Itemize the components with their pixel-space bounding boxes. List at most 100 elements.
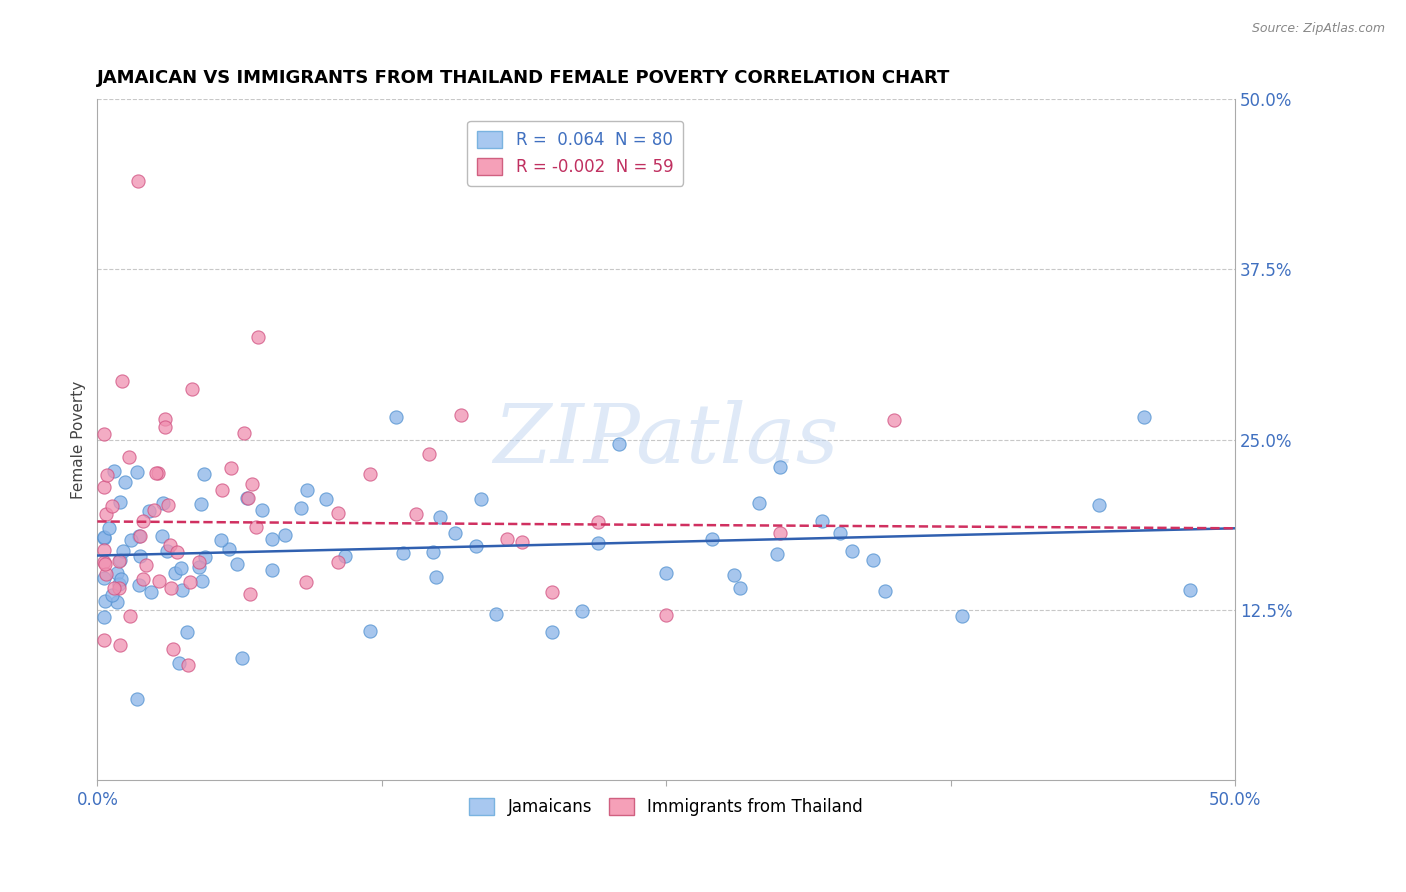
Point	[226, 557, 249, 571]
Point	[150, 529, 173, 543]
Point	[512, 535, 534, 549]
Point	[187, 555, 209, 569]
Point	[748, 496, 770, 510]
Point	[233, 425, 256, 440]
Point	[94, 593, 117, 607]
Point	[93, 557, 115, 571]
Point	[148, 574, 170, 588]
Point	[274, 528, 297, 542]
Point	[359, 467, 381, 481]
Point	[655, 608, 678, 623]
Point	[107, 577, 129, 591]
Point	[177, 657, 200, 672]
Point	[385, 409, 408, 424]
Point	[103, 581, 125, 595]
Legend: Jamaicans, Immigrants from Thailand: Jamaicans, Immigrants from Thailand	[463, 791, 870, 823]
Point	[723, 568, 745, 582]
Point	[315, 492, 337, 507]
Point	[769, 460, 792, 475]
Point	[245, 520, 267, 534]
Point	[160, 581, 183, 595]
Point	[392, 546, 415, 560]
Point	[422, 544, 444, 558]
Point	[93, 555, 115, 569]
Point	[586, 516, 609, 530]
Point	[811, 514, 834, 528]
Point	[165, 566, 187, 580]
Point	[105, 595, 128, 609]
Text: Source: ZipAtlas.com: Source: ZipAtlas.com	[1251, 22, 1385, 36]
Point	[108, 581, 131, 595]
Point	[139, 585, 162, 599]
Text: JAMAICAN VS IMMIGRANTS FROM THAILAND FEMALE POVERTY CORRELATION CHART: JAMAICAN VS IMMIGRANTS FROM THAILAND FEM…	[97, 69, 950, 87]
Point	[93, 480, 115, 494]
Point	[111, 544, 134, 558]
Point	[138, 504, 160, 518]
Point	[135, 558, 157, 572]
Point	[260, 533, 283, 547]
Point	[170, 561, 193, 575]
Point	[93, 532, 115, 546]
Point	[359, 624, 381, 639]
Point	[120, 533, 142, 547]
Point	[1133, 410, 1156, 425]
Point	[700, 533, 723, 547]
Text: ZIPatlas: ZIPatlas	[494, 400, 839, 480]
Point	[110, 572, 132, 586]
Point	[132, 572, 155, 586]
Point	[1178, 582, 1201, 597]
Point	[211, 483, 233, 497]
Point	[108, 638, 131, 652]
Point	[93, 530, 115, 544]
Point	[128, 549, 150, 563]
Point	[240, 477, 263, 491]
Point	[333, 549, 356, 563]
Point	[101, 588, 124, 602]
Point	[193, 467, 215, 481]
Y-axis label: Female Poverty: Female Poverty	[72, 381, 86, 499]
Point	[586, 536, 609, 550]
Point	[176, 625, 198, 640]
Point	[236, 491, 259, 505]
Point	[236, 491, 259, 505]
Point	[326, 555, 349, 569]
Point	[179, 574, 201, 589]
Point	[766, 547, 789, 561]
Point	[128, 578, 150, 592]
Point	[429, 509, 451, 524]
Point	[219, 461, 242, 475]
Point	[450, 408, 472, 422]
Point	[883, 413, 905, 427]
Point	[110, 494, 132, 508]
Point	[145, 467, 167, 481]
Point	[950, 609, 973, 624]
Point	[190, 497, 212, 511]
Point	[194, 549, 217, 564]
Point	[166, 544, 188, 558]
Point	[1087, 499, 1109, 513]
Point	[114, 475, 136, 490]
Point	[496, 532, 519, 546]
Point	[93, 543, 115, 558]
Point	[108, 554, 131, 568]
Point	[541, 625, 564, 640]
Point	[218, 541, 240, 556]
Point	[290, 501, 312, 516]
Point	[98, 521, 121, 535]
Point	[239, 587, 262, 601]
Point	[93, 571, 115, 585]
Point	[465, 539, 488, 553]
Point	[132, 514, 155, 528]
Point	[470, 492, 492, 507]
Point	[485, 607, 508, 622]
Point	[148, 466, 170, 480]
Point	[418, 447, 440, 461]
Point	[143, 502, 166, 516]
Point	[96, 467, 118, 482]
Point	[209, 533, 232, 547]
Point	[326, 506, 349, 520]
Point	[769, 525, 792, 540]
Point	[262, 563, 284, 577]
Point	[128, 529, 150, 543]
Point	[188, 559, 211, 574]
